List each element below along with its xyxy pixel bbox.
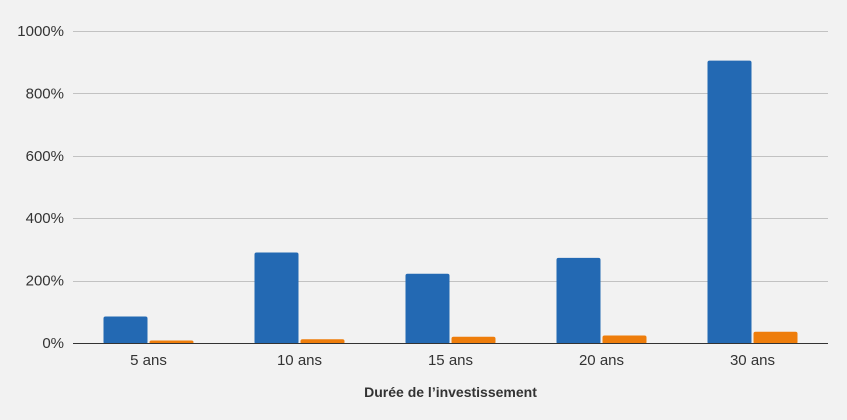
y-tick-label: 200%	[26, 273, 64, 290]
bar-series-2	[451, 336, 496, 344]
x-axis-ticks: 5 ans 10 ans 15 ans 20 ans 30 ans	[130, 352, 775, 369]
y-axis-ticks: 0% 200% 400% 600% 800% 1000%	[17, 23, 64, 352]
y-tick-label: 400%	[26, 210, 64, 227]
y-tick-label: 1000%	[17, 23, 64, 40]
bar-series-1	[707, 60, 752, 344]
bar-series-1	[103, 316, 148, 344]
bar-series-2	[753, 331, 798, 344]
x-tick-label: 15 ans	[428, 352, 473, 369]
x-tick-label: 20 ans	[579, 352, 624, 369]
bar-series-1	[254, 252, 299, 344]
x-axis-title: Durée de l’investissement	[364, 384, 537, 400]
gridlines	[73, 31, 828, 282]
x-tick-label: 5 ans	[130, 352, 167, 369]
bar-series-2	[300, 339, 345, 344]
x-tick-label: 30 ans	[730, 352, 775, 369]
bars	[103, 60, 798, 344]
bar-series-1	[556, 257, 601, 344]
y-tick-label: 600%	[26, 148, 64, 165]
bar-series-1	[405, 273, 450, 344]
x-tick-label: 10 ans	[277, 352, 322, 369]
y-tick-label: 800%	[26, 85, 64, 102]
y-tick-label: 0%	[42, 335, 64, 352]
bar-series-2	[602, 335, 647, 344]
